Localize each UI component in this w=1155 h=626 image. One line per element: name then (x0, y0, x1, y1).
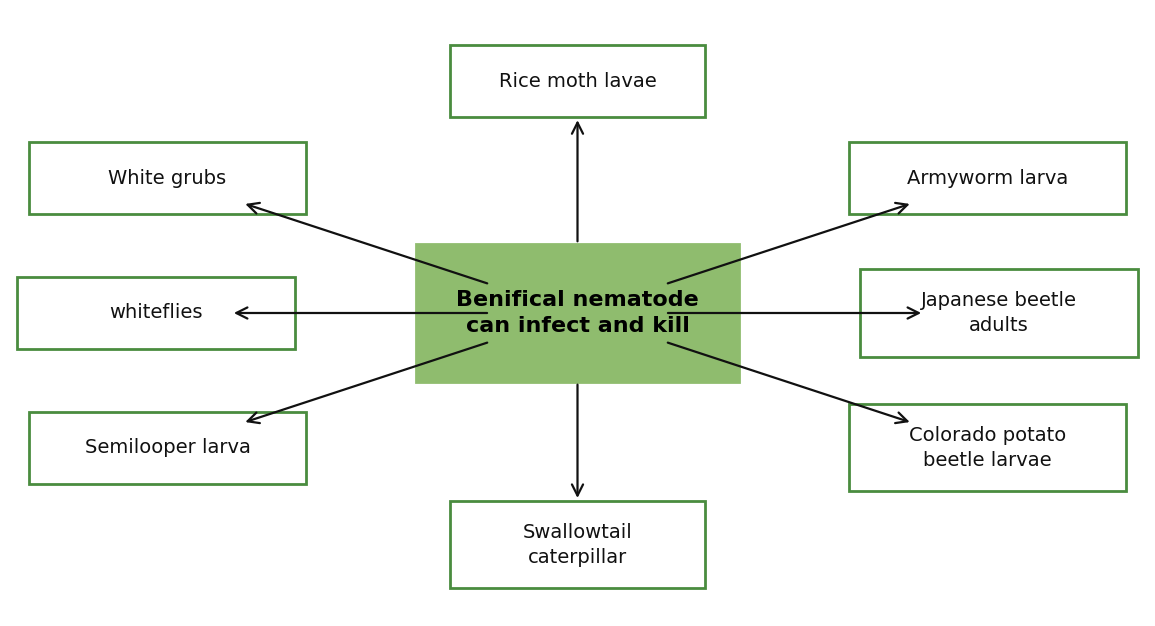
Text: White grubs: White grubs (109, 169, 226, 188)
Text: whiteflies: whiteflies (110, 304, 202, 322)
FancyBboxPatch shape (29, 412, 306, 483)
FancyBboxPatch shape (860, 269, 1138, 357)
Text: Semilooper larva: Semilooper larva (84, 438, 251, 457)
FancyBboxPatch shape (17, 277, 295, 349)
Text: Swallowtail
caterpillar: Swallowtail caterpillar (522, 523, 633, 567)
Text: Benifical nematode
can infect and kill: Benifical nematode can infect and kill (456, 290, 699, 336)
FancyBboxPatch shape (29, 143, 306, 214)
Text: Rice moth lavae: Rice moth lavae (499, 72, 656, 91)
FancyBboxPatch shape (849, 143, 1126, 214)
FancyBboxPatch shape (416, 244, 739, 382)
FancyBboxPatch shape (849, 404, 1126, 491)
Text: Armyworm larva: Armyworm larva (907, 169, 1068, 188)
Text: Colorado potato
beetle larvae: Colorado potato beetle larvae (909, 426, 1066, 470)
FancyBboxPatch shape (450, 501, 705, 588)
Text: Japanese beetle
adults: Japanese beetle adults (921, 291, 1078, 335)
FancyBboxPatch shape (450, 46, 705, 118)
